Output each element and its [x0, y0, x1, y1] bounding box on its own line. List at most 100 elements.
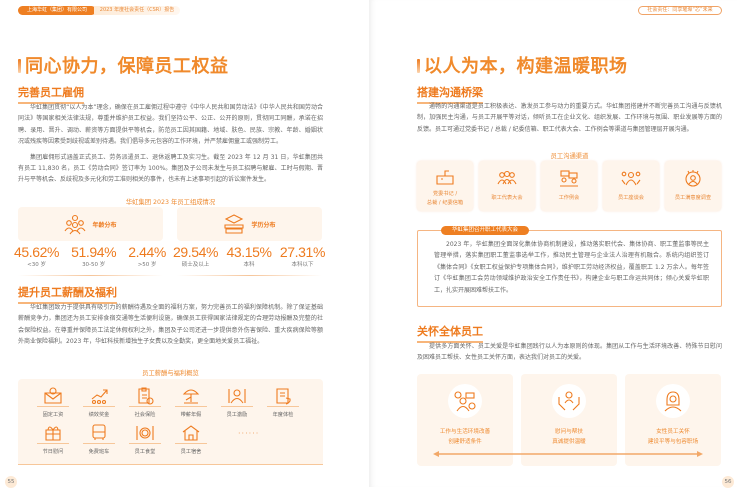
channel-label: 职工代表大会 — [491, 195, 523, 201]
page-number: 56 — [722, 476, 734, 488]
channel-label: 工作例会 — [558, 195, 580, 201]
care-sublabel: 创建舒适条件 — [448, 438, 482, 445]
section-heading-employment: 完善员工雇佣 — [18, 84, 84, 104]
case-tag: 华虹集团召开职工代表大会 — [441, 226, 529, 235]
channels-title: 员工沟通渠道 — [550, 153, 589, 160]
channel-label: 员工座谈会 — [618, 195, 644, 201]
page-number: 55 — [5, 476, 17, 488]
paragraph: 华虹集团贯彻“以人为本”理念，确保在员工雇佣过程中遵守《中华人民共和国劳动法》《… — [18, 104, 323, 146]
case-box: 2023 年，华虹集团全面深化集体协商机制建设，推动落实职代会、集体协商、职工董… — [417, 230, 722, 307]
channel-symposium: 员工座谈会 — [603, 161, 659, 211]
title-bar — [18, 59, 21, 73]
channel-label: 员工满意度调查 — [674, 195, 712, 201]
beach-umbrella-icon — [182, 389, 200, 404]
stat-value: 43.15% — [226, 244, 272, 260]
education-card: 学历分布 — [177, 207, 322, 241]
gift-icon — [45, 426, 61, 441]
people-group-icon — [497, 170, 517, 185]
section-heading-communication: 搭建沟通桥梁 — [417, 84, 483, 104]
channel-mailbox: 党委书记 / 总裁 / 纪委信箱 — [417, 161, 473, 211]
stat-value: 29.54% — [173, 244, 219, 260]
page-title-text: 以人为本，构建温暖职场 — [424, 56, 628, 77]
benefit-incentive: 员工激励 — [217, 387, 257, 418]
benefits-title: 员工薪酬与福利概览 — [142, 370, 199, 377]
divider — [177, 275, 322, 276]
stat-label: >50 岁 — [137, 262, 157, 268]
stat-edu-master: 29.54% 硕士及以上 — [173, 244, 219, 269]
house-icon — [182, 425, 200, 441]
benefit-label: 员工食堂 — [134, 449, 156, 455]
age-stats: 45.62% <30 岁 51.94% 30-50 岁 2.44% >50 岁 — [14, 244, 166, 269]
icon-circle — [552, 384, 586, 418]
benefits-box: 固定工资 绩效奖金 社会保险 带薪年假 员工激励 年度体检 节日慰问 免费班车 … — [18, 379, 323, 465]
stat-label: 本科以下 — [291, 262, 314, 268]
divider — [18, 275, 163, 276]
case-text: 2023 年，华虹集团全面深化集体协商机制建设，推动落实职代会、集体协商、职工董… — [434, 241, 709, 294]
benefit-label: 固定工资 — [42, 412, 64, 418]
benefit-insurance: 社会保险 — [125, 387, 165, 418]
woman-icon — [664, 391, 682, 412]
education-label: 学历分布 — [251, 221, 276, 229]
benefit-label: 员工宿舍 — [180, 449, 202, 455]
meeting-chat-icon — [560, 170, 578, 187]
benefit-label: 节日慰问 — [42, 449, 64, 455]
benefit-canteen: 员工食堂 — [125, 424, 165, 455]
care-label: 工作与生活环境改善 — [439, 429, 491, 435]
stat-value: 45.62% — [14, 244, 60, 260]
care-label: 女性员工关怀 — [656, 429, 690, 435]
stat-age-over50: 2.44% >50 岁 — [128, 244, 166, 269]
worker-gear-icon — [454, 391, 476, 412]
mailbox-icon — [436, 170, 454, 185]
stat-label: 30-50 岁 — [82, 262, 106, 268]
double-arrow-icon — [433, 451, 703, 457]
medical-report-icon — [276, 388, 291, 405]
salary-envelope-icon — [44, 387, 62, 404]
age-card: 年龄分布 — [18, 207, 163, 241]
benefit-holiday-gift: 节日慰问 — [33, 424, 73, 455]
caring-hands-icon — [558, 391, 580, 411]
benefit-shuttle-bus: 免费班车 — [79, 424, 119, 455]
employment-text: 华虹集团贯彻“以人为本”理念，确保在员工雇佣过程中遵守《中华人民共和国劳动法》《… — [18, 102, 323, 190]
benefit-label: 员工激励 — [226, 412, 248, 418]
care-card-support: 慰问与帮扶 真诚提供温暖 — [521, 374, 617, 466]
care-sublabel: 真诚提供温暖 — [552, 438, 586, 445]
icon-circle — [656, 384, 690, 418]
paragraph: 提供多方面关怀、员工关爱是华虹集团践行以人为本原则的体现。集团从工作与生活环境改… — [417, 343, 722, 362]
people-group-icon — [65, 214, 86, 235]
paragraph: 华虹集团致力于提供具有吸引力的薪酬待遇及全面的福利方案，努力完善员工的福利保障机… — [18, 304, 323, 346]
paragraph: 通畅的沟通渠道是员工积极表达、激发员工参与动力的重要方式。华虹集团搭建并不断完善… — [417, 103, 722, 133]
discussion-people-icon — [621, 171, 641, 186]
benefit-fixed-salary: 固定工资 — [33, 387, 73, 418]
stat-edu-bachelor: 43.15% 本科 — [226, 244, 272, 269]
stat-label: <30 岁 — [27, 262, 46, 268]
stat-edu-below: 27.31% 本科以下 — [279, 244, 325, 269]
more-ellipsis: ······ — [238, 429, 260, 438]
stat-age-under30: 45.62% <30 岁 — [14, 244, 60, 269]
stat-value: 27.31% — [279, 244, 325, 260]
channel-work-meeting: 工作例会 — [541, 161, 597, 211]
page-title: 以人为本，构建温暖职场 — [417, 52, 628, 78]
satisfaction-stars-icon — [685, 170, 701, 187]
growth-chart-icon — [91, 389, 108, 405]
benefit-label: 带薪年假 — [180, 412, 202, 418]
channel-satisfaction-survey: 员工满意度调查 — [665, 161, 721, 211]
section-heading-care: 关怀全体员工 — [417, 323, 483, 343]
page-title: 同心协力，保障员工权益 — [18, 52, 229, 78]
clipboard-icon — [138, 387, 154, 405]
care-sublabel: 建设平等与包容职场 — [647, 438, 699, 445]
report-tag: 2023 年度社会责任（CSR）报告 — [94, 6, 180, 15]
graduation-books-icon — [224, 214, 245, 234]
paragraph: 集团雇佣形式涵盖正式员工、劳务派遣员工、退休返聘工及实习生。截至 2023 年 … — [18, 153, 323, 184]
section-tag: 社会责任：同享璀璨“芯”未来 — [638, 6, 722, 15]
education-stats: 29.54% 硕士及以上 43.15% 本科 27.31% 本科以下 — [173, 244, 325, 269]
icon-circle — [448, 384, 482, 418]
left-page: 上海华虹（集团）有限公司 2023 年度社会责任（CSR）报告 同心协力，保障员… — [0, 0, 368, 488]
benefit-label: 免费班车 — [88, 449, 110, 455]
bus-icon — [92, 424, 106, 440]
company-tag: 上海华虹（集团）有限公司 — [18, 6, 96, 15]
benefit-bonus: 绩效奖金 — [79, 387, 119, 418]
plate-cutlery-icon — [136, 426, 154, 440]
benefit-health-check: 年度体检 — [263, 387, 303, 418]
stat-value: 2.44% — [128, 244, 166, 260]
stat-age-30-50: 51.94% 30-50 岁 — [71, 245, 116, 269]
